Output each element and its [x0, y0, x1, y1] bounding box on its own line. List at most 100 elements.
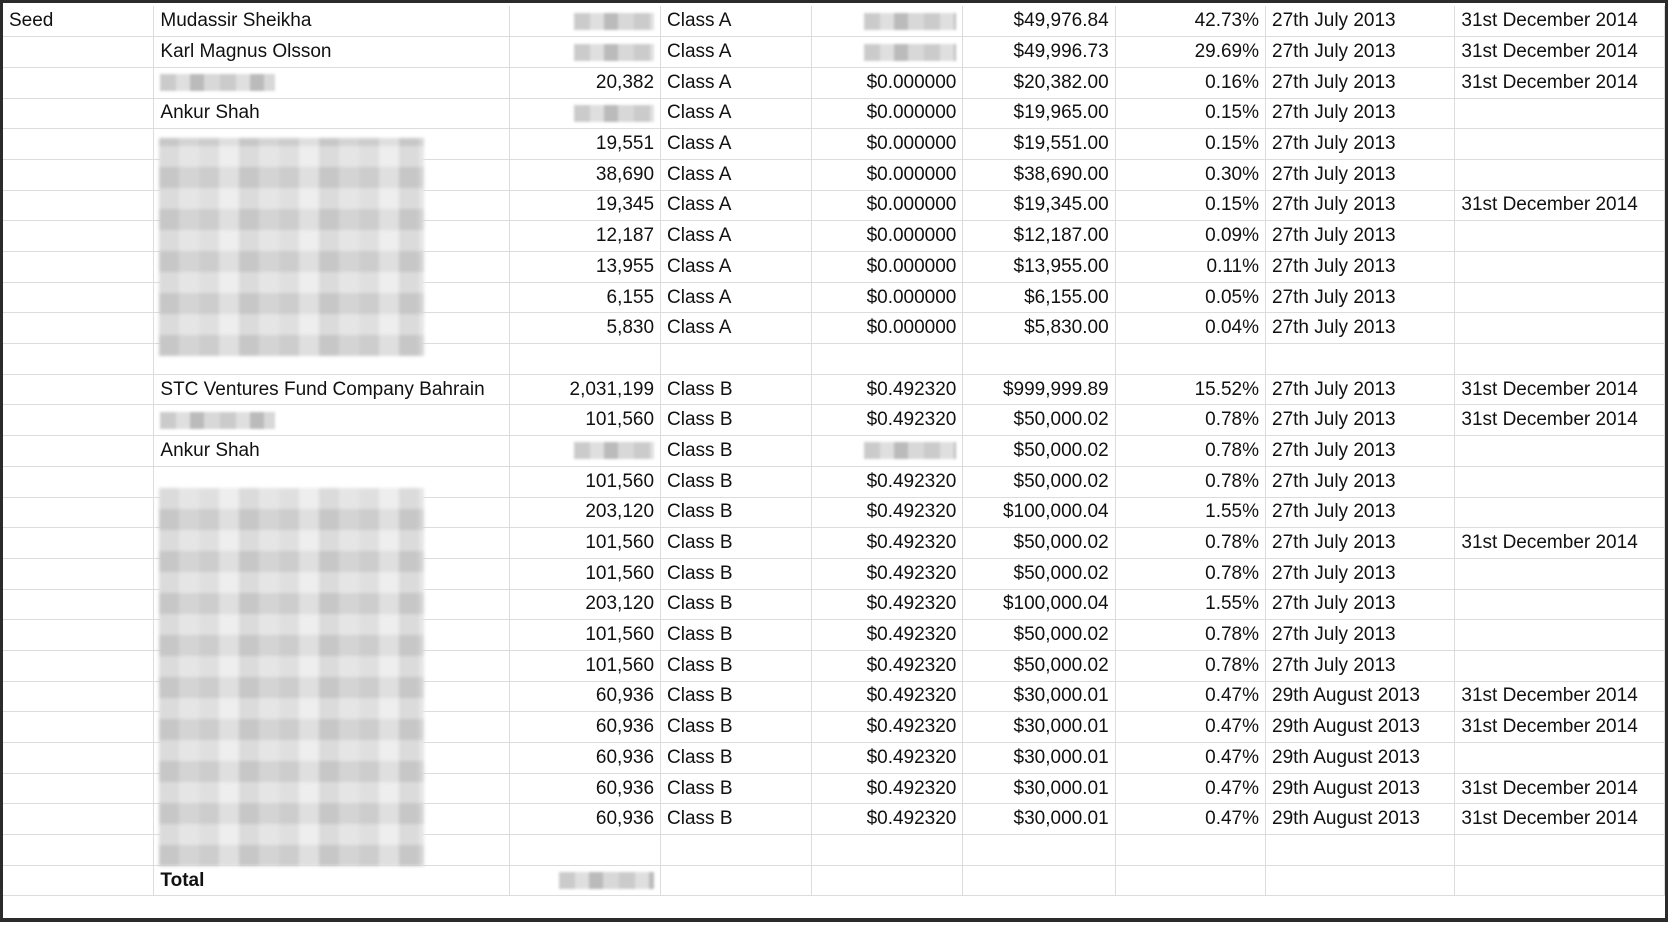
share-class-cell[interactable]: Class A: [660, 159, 813, 191]
issue-date-cell[interactable]: 29th August 2013: [1265, 803, 1456, 836]
share-class-cell[interactable]: [660, 343, 813, 375]
ownership-percent-cell[interactable]: 0.11%: [1115, 251, 1267, 283]
round-cell[interactable]: [3, 282, 155, 314]
shares-cell[interactable]: 38,690: [509, 159, 662, 191]
ownership-percent-cell[interactable]: 0.78%: [1115, 466, 1267, 498]
vesting-end-cell[interactable]: [1454, 312, 1665, 345]
amount-cell[interactable]: $999,999.89: [962, 374, 1116, 406]
round-cell[interactable]: [3, 36, 155, 68]
amount-cell[interactable]: $13,955.00: [962, 251, 1116, 283]
investor-name-cell[interactable]: [153, 159, 510, 191]
ownership-percent-cell[interactable]: 0.47%: [1115, 803, 1267, 836]
vesting-end-cell[interactable]: 31st December 2014: [1454, 67, 1665, 99]
ownership-percent-cell[interactable]: [1115, 343, 1267, 375]
share-class-cell[interactable]: Class A: [660, 128, 813, 160]
investor-name-cell[interactable]: Karl Magnus Olsson: [153, 36, 510, 68]
price-per-share-cell[interactable]: $0.000000: [811, 159, 964, 191]
investor-name-cell[interactable]: STC Ventures Fund Company Bahrain: [153, 374, 510, 406]
price-per-share-cell[interactable]: $0.492320: [811, 803, 964, 836]
share-class-cell[interactable]: Class A: [660, 190, 813, 222]
ownership-percent-cell[interactable]: 0.15%: [1115, 128, 1267, 160]
investor-name-cell[interactable]: Total: [153, 865, 510, 897]
price-per-share-cell[interactable]: $0.492320: [811, 497, 964, 529]
price-per-share-cell[interactable]: $0.000000: [811, 98, 964, 130]
price-per-share-cell[interactable]: $0.492320: [811, 650, 964, 682]
shares-cell[interactable]: [509, 435, 662, 467]
round-cell[interactable]: [3, 404, 155, 437]
issue-date-cell[interactable]: 27th July 2013: [1265, 159, 1456, 191]
vesting-end-cell[interactable]: 31st December 2014: [1454, 404, 1665, 437]
vesting-end-cell[interactable]: [1454, 282, 1665, 314]
issue-date-cell[interactable]: [1265, 834, 1456, 866]
share-class-cell[interactable]: Class A: [660, 98, 813, 130]
vesting-end-cell[interactable]: [1454, 650, 1665, 682]
price-per-share-cell[interactable]: [811, 865, 964, 897]
shares-cell[interactable]: 19,345: [509, 190, 662, 222]
vesting-end-cell[interactable]: [1454, 834, 1665, 866]
price-per-share-cell[interactable]: $0.000000: [811, 312, 964, 345]
shares-cell[interactable]: 6,155: [509, 282, 662, 314]
round-cell[interactable]: [3, 159, 155, 191]
vesting-end-cell[interactable]: [1454, 128, 1665, 160]
shares-cell[interactable]: [509, 36, 662, 68]
share-class-cell[interactable]: Class B: [660, 803, 813, 836]
investor-name-cell[interactable]: [153, 527, 510, 559]
issue-date-cell[interactable]: 27th July 2013: [1265, 36, 1456, 68]
ownership-percent-cell[interactable]: 0.78%: [1115, 404, 1267, 437]
price-per-share-cell[interactable]: $0.000000: [811, 220, 964, 252]
shares-cell[interactable]: 203,120: [509, 497, 662, 529]
round-cell[interactable]: [3, 527, 155, 559]
investor-name-cell[interactable]: Mudassir Sheikha: [153, 6, 510, 38]
issue-date-cell[interactable]: 27th July 2013: [1265, 98, 1456, 130]
price-per-share-cell[interactable]: $0.000000: [811, 128, 964, 160]
round-cell[interactable]: [3, 374, 155, 406]
issue-date-cell[interactable]: 27th July 2013: [1265, 589, 1456, 621]
vesting-end-cell[interactable]: 31st December 2014: [1454, 527, 1665, 559]
investor-name-cell[interactable]: Ankur Shah: [153, 435, 510, 467]
price-per-share-cell[interactable]: $0.492320: [811, 374, 964, 406]
vesting-end-cell[interactable]: 31st December 2014: [1454, 6, 1665, 38]
issue-date-cell[interactable]: 27th July 2013: [1265, 435, 1456, 467]
share-class-cell[interactable]: Class B: [660, 435, 813, 467]
price-per-share-cell[interactable]: [811, 6, 964, 38]
round-cell[interactable]: [3, 466, 155, 498]
ownership-percent-cell[interactable]: [1115, 865, 1267, 897]
investor-name-cell[interactable]: [153, 558, 510, 590]
share-class-cell[interactable]: Class B: [660, 558, 813, 590]
vesting-end-cell[interactable]: [1454, 343, 1665, 375]
amount-cell[interactable]: $38,690.00: [962, 159, 1116, 191]
ownership-percent-cell[interactable]: 0.47%: [1115, 742, 1267, 774]
amount-cell[interactable]: $100,000.04: [962, 497, 1116, 529]
ownership-percent-cell[interactable]: 42.73%: [1115, 6, 1267, 38]
round-cell[interactable]: [3, 681, 155, 713]
vesting-end-cell[interactable]: [1454, 497, 1665, 529]
shares-cell[interactable]: 60,936: [509, 803, 662, 836]
share-class-cell[interactable]: Class A: [660, 282, 813, 314]
amount-cell[interactable]: $49,996.73: [962, 36, 1116, 68]
share-class-cell[interactable]: Class B: [660, 404, 813, 437]
share-class-cell[interactable]: Class A: [660, 312, 813, 345]
share-class-cell[interactable]: Class B: [660, 466, 813, 498]
price-per-share-cell[interactable]: $0.492320: [811, 404, 964, 437]
issue-date-cell[interactable]: 27th July 2013: [1265, 527, 1456, 559]
investor-name-cell[interactable]: [153, 312, 510, 345]
shares-cell[interactable]: 20,382: [509, 67, 662, 99]
shares-cell[interactable]: [509, 865, 662, 897]
price-per-share-cell[interactable]: $0.492320: [811, 742, 964, 774]
shares-cell[interactable]: [509, 343, 662, 375]
issue-date-cell[interactable]: 27th July 2013: [1265, 190, 1456, 222]
investor-name-cell[interactable]: [153, 711, 510, 743]
shares-cell[interactable]: 60,936: [509, 681, 662, 713]
ownership-percent-cell[interactable]: 0.78%: [1115, 558, 1267, 590]
round-cell[interactable]: [3, 773, 155, 805]
round-cell[interactable]: [3, 343, 155, 375]
vesting-end-cell[interactable]: 31st December 2014: [1454, 803, 1665, 836]
amount-cell[interactable]: $30,000.01: [962, 742, 1116, 774]
share-class-cell[interactable]: Class B: [660, 681, 813, 713]
vesting-end-cell[interactable]: [1454, 159, 1665, 191]
investor-name-cell[interactable]: [153, 128, 510, 160]
investor-name-cell[interactable]: [153, 190, 510, 222]
shares-cell[interactable]: 101,560: [509, 404, 662, 437]
issue-date-cell[interactable]: [1265, 343, 1456, 375]
shares-cell[interactable]: [509, 98, 662, 130]
